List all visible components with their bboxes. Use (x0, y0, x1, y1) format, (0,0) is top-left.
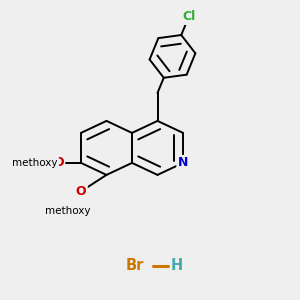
Text: O: O (76, 185, 86, 198)
Text: Cl: Cl (182, 11, 195, 23)
Text: O: O (53, 156, 64, 170)
Text: methoxy: methoxy (45, 206, 90, 216)
Text: Br: Br (126, 258, 144, 273)
Text: methoxy: methoxy (12, 158, 58, 168)
Text: H: H (171, 258, 183, 273)
Text: N: N (178, 156, 188, 170)
